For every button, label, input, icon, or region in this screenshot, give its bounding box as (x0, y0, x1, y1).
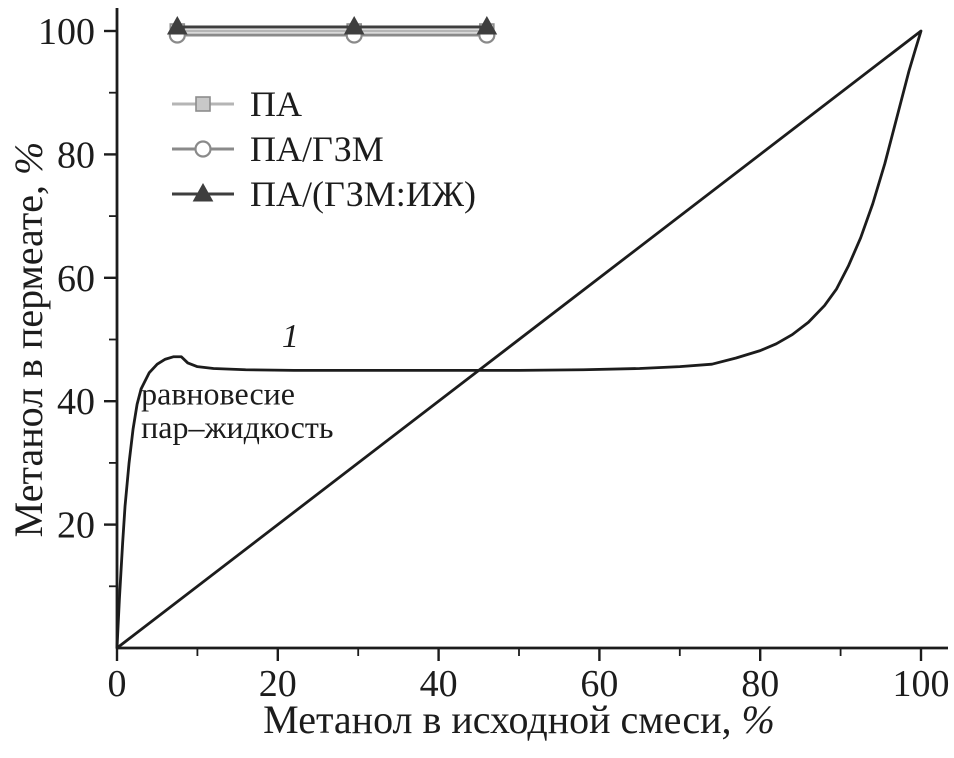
vle-curve (115, 29, 923, 650)
legend-label: ПА (250, 84, 302, 124)
square-marker (195, 96, 211, 112)
y-tick-label: 60 (57, 258, 95, 300)
x-tick-label: 100 (893, 663, 950, 705)
x-tick-label: 20 (259, 663, 297, 705)
equilibrium-line-1: равновесие (141, 375, 295, 411)
legend-label: ПА/(ГЗМ:ИЖ) (250, 174, 476, 214)
legend-label: ПА/ГЗМ (250, 129, 384, 169)
triangle-marker (343, 15, 365, 35)
triangle-marker (476, 15, 498, 35)
triangle-marker (192, 182, 214, 202)
triangle-marker (166, 15, 188, 35)
y-tick-label: 80 (57, 134, 95, 176)
y-axis-title: Метанол в пермеате, % (6, 142, 51, 538)
curve-label-1: 1 (282, 318, 299, 355)
y-tick-label: 100 (38, 11, 95, 53)
x-axis-title: Метанол в исходной смеси, % (263, 697, 775, 742)
equilibrium-line-2: пар–жидкость (141, 409, 333, 445)
diagonal-line (116, 29, 922, 650)
y-tick-label: 40 (57, 381, 95, 423)
circle-marker (194, 140, 212, 158)
x-tick-label: 40 (420, 663, 458, 705)
x-tick-label: 60 (580, 663, 618, 705)
x-tick-label: 80 (741, 663, 779, 705)
x-tick-label: 0 (108, 663, 127, 705)
y-tick-label: 20 (57, 505, 95, 547)
